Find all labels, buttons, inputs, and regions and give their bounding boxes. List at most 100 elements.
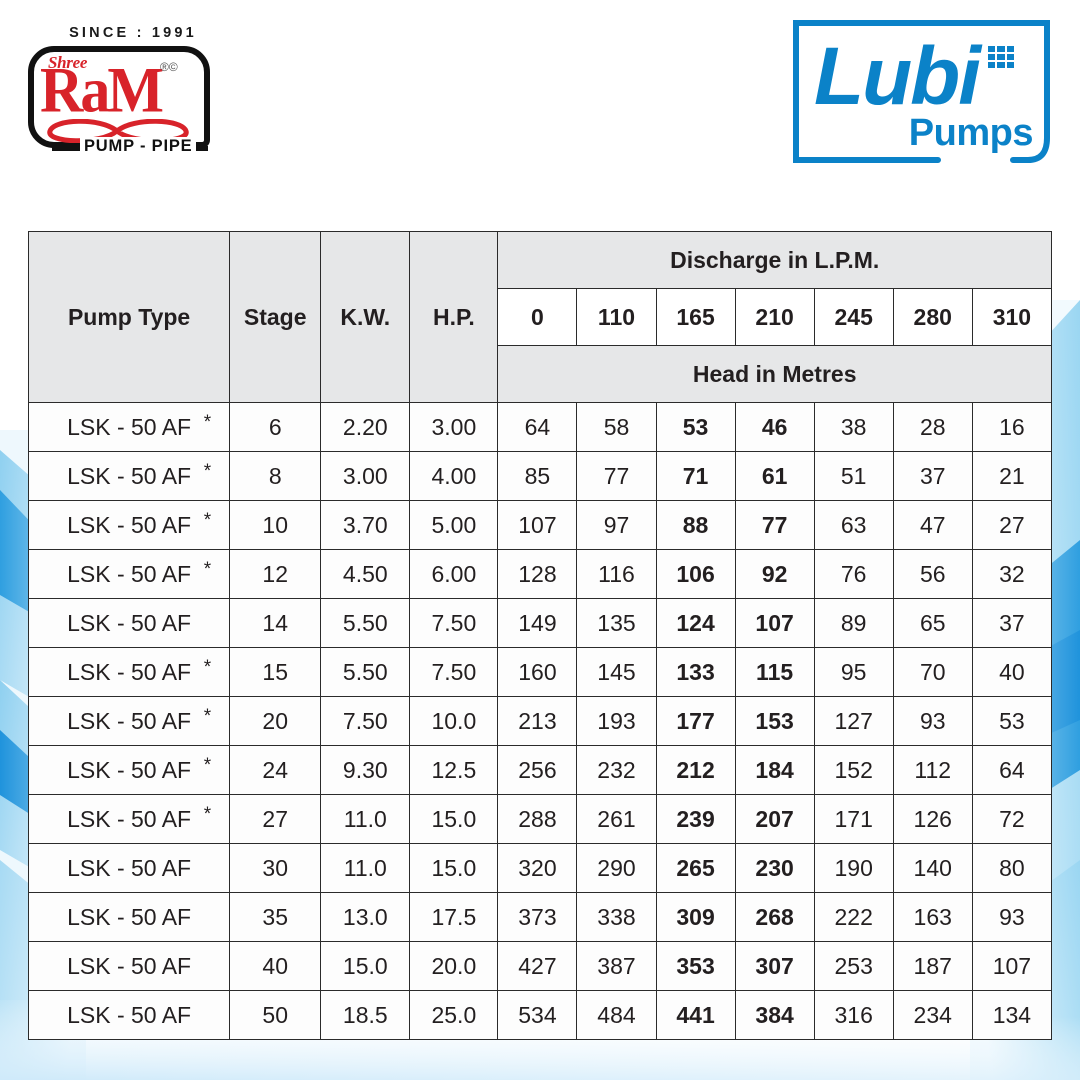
cell-pump-type: LSK - 50 AF *	[27, 402, 231, 452]
cell-head-0: 373	[497, 892, 578, 942]
cell-head-280: 70	[892, 647, 973, 697]
cell-kw: 2.20	[320, 402, 411, 452]
cell-head-245: 190	[813, 843, 894, 893]
cell-head-210: 207	[734, 794, 815, 844]
cell-head-280: 56	[892, 549, 973, 599]
cell-head-165: 53	[655, 402, 736, 452]
discharge-value-245: 245	[813, 288, 894, 346]
cell-head-310: 93	[971, 892, 1053, 942]
pump-type-label: LSK - 50 AF	[67, 756, 192, 783]
cell-head-165: 106	[655, 549, 736, 599]
cell-kw: 15.0	[320, 941, 411, 991]
cell-hp: 5.00	[409, 500, 499, 550]
table-row: LSK - 50 AF 14 5.50 7.50 149 135 124 107 89 65 37	[27, 598, 1053, 648]
discharge-value-310: 310	[971, 288, 1053, 346]
table-row: LSK - 50 AF * 27 11.0 15.0 288 261 239 207 171 126…	[27, 794, 1053, 844]
cell-head-310: 21	[971, 451, 1053, 501]
cell-stage: 15	[229, 647, 322, 697]
cell-head-165: 309	[655, 892, 736, 942]
cell-head-245: 38	[813, 402, 894, 452]
cell-stage: 12	[229, 549, 322, 599]
header-banner: SINCE : 1991 Shree RaM ®© PUMP - PIPE Lu…	[0, 0, 1080, 205]
cell-head-210: 92	[734, 549, 815, 599]
cell-head-110: 338	[576, 892, 657, 942]
discharge-value-0: 0	[497, 288, 578, 346]
cell-hp: 3.00	[409, 402, 499, 452]
lubi-frame-left-path	[793, 20, 941, 163]
cell-kw: 5.50	[320, 647, 411, 697]
cell-kw: 5.50	[320, 598, 411, 648]
pump-specification-table: Pump Type Stage K.W. H.P. Discharge in L…	[27, 231, 1053, 1040]
cell-head-310: 107	[971, 941, 1053, 991]
cell-hp: 15.0	[409, 843, 499, 893]
cell-head-280: 126	[892, 794, 973, 844]
lubi-subtitle: Pumps	[908, 112, 1034, 154]
cell-pump-type: LSK - 50 AF *	[27, 794, 231, 844]
cell-head-0: 320	[497, 843, 578, 893]
discharge-value-280: 280	[892, 288, 973, 346]
table-row: LSK - 50 AF 35 13.0 17.5 373 338 309 268 222 163 9…	[27, 892, 1053, 942]
cell-head-310: 16	[971, 402, 1053, 452]
cell-head-110: 193	[576, 696, 657, 746]
table-head: Pump Type Stage K.W. H.P. Discharge in L…	[27, 231, 1053, 403]
pump-specification-table-container: Pump Type Stage K.W. H.P. Discharge in L…	[27, 231, 1053, 1040]
pump-type-label: LSK - 50 AF	[67, 707, 192, 734]
cell-head-165: 177	[655, 696, 736, 746]
cell-head-310: 37	[971, 598, 1053, 648]
cell-hp: 7.50	[409, 647, 499, 697]
cell-pump-type: LSK - 50 AF *	[27, 549, 231, 599]
cell-hp: 25.0	[409, 990, 499, 1040]
lubi-grid-dots-icon	[988, 46, 1014, 68]
table-row: LSK - 50 AF * 12 4.50 6.00 128 116 106 92 76 56 32	[27, 549, 1053, 599]
cell-head-0: 107	[497, 500, 578, 550]
cell-head-245: 127	[813, 696, 894, 746]
cell-kw: 3.70	[320, 500, 411, 550]
discharge-value-165: 165	[655, 288, 736, 346]
cell-head-210: 77	[734, 500, 815, 550]
cell-pump-type: LSK - 50 AF	[27, 941, 231, 991]
cell-head-280: 65	[892, 598, 973, 648]
col-header-kw: K.W.	[320, 231, 411, 403]
tagline-rule-left	[52, 146, 80, 151]
tagline-rule-right	[192, 146, 208, 151]
cell-head-0: 213	[497, 696, 578, 746]
discharge-value-210: 210	[734, 288, 815, 346]
cell-head-210: 384	[734, 990, 815, 1040]
cell-head-0: 427	[497, 941, 578, 991]
cell-head-165: 441	[655, 990, 736, 1040]
discharge-values-row: 0 110 165 210 245 280 310	[29, 288, 1053, 346]
cell-head-110: 77	[576, 451, 657, 501]
col-header-pump-type: Pump Type	[27, 231, 231, 403]
pump-type-label: LSK - 50 AF	[67, 805, 192, 832]
cell-hp: 6.00	[409, 549, 499, 599]
cell-head-110: 135	[576, 598, 657, 648]
lubi-pumps-logo: Lubi Pumps	[788, 18, 1055, 168]
cell-head-280: 187	[892, 941, 973, 991]
cell-head-0: 149	[497, 598, 578, 648]
cell-head-280: 93	[892, 696, 973, 746]
cell-stage: 14	[229, 598, 322, 648]
cell-head-165: 88	[655, 500, 736, 550]
cell-head-210: 153	[734, 696, 815, 746]
shree-ram-logo: SINCE : 1991 Shree RaM ®© PUMP - PIPE	[20, 22, 220, 162]
col-header-hp: H.P.	[409, 231, 499, 403]
cell-kw: 9.30	[320, 745, 411, 795]
cell-head-280: 37	[892, 451, 973, 501]
cell-head-210: 115	[734, 647, 815, 697]
cell-head-245: 152	[813, 745, 894, 795]
cell-stage: 27	[229, 794, 322, 844]
cell-head-245: 51	[813, 451, 894, 501]
cell-head-310: 134	[971, 990, 1053, 1040]
cell-hp: 7.50	[409, 598, 499, 648]
cell-head-165: 265	[655, 843, 736, 893]
pump-type-label: LSK - 50 AF	[67, 560, 192, 587]
cell-hp: 12.5	[409, 745, 499, 795]
cell-head-280: 47	[892, 500, 973, 550]
table-row: LSK - 50 AF * 8 3.00 4.00 85 77 71 61 51 37 21	[27, 451, 1053, 501]
cell-head-280: 112	[892, 745, 973, 795]
cell-head-0: 534	[497, 990, 578, 1040]
cell-head-310: 80	[971, 843, 1053, 893]
cell-head-110: 261	[576, 794, 657, 844]
cell-head-310: 40	[971, 647, 1053, 697]
shree-text: Shree	[48, 53, 88, 72]
